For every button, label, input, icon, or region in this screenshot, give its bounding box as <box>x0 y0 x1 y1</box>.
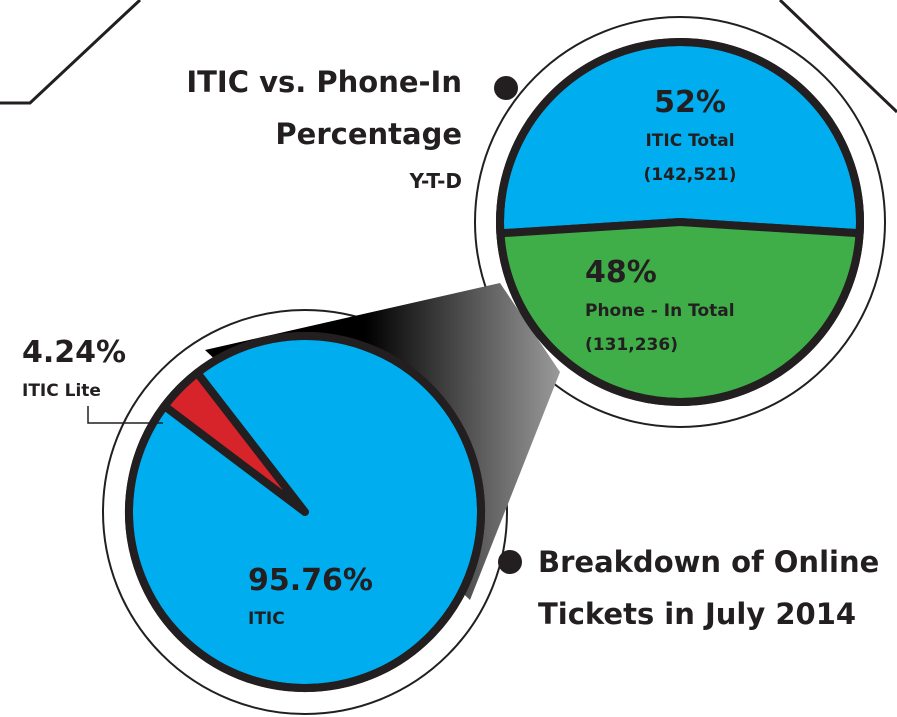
chart-title: ITIC vs. Phone-In Percentage <box>186 65 462 151</box>
category-label: ITIC Total <box>645 131 734 151</box>
bullet <box>498 550 522 574</box>
value-label: 95.76% <box>248 563 373 598</box>
subtitle: Y-T-D <box>408 169 462 193</box>
chart-title: Breakdown of Online Tickets in July 2014 <box>538 545 880 631</box>
category-label: ITIC <box>248 609 285 629</box>
value-label: 48% <box>585 255 657 290</box>
count-label: (142,521) <box>644 165 737 185</box>
pies <box>125 38 864 692</box>
category-label: Phone - In Total <box>585 301 735 321</box>
decor-line <box>778 0 897 114</box>
bullet <box>494 76 518 100</box>
leader-line <box>87 406 163 424</box>
category-label: ITIC Lite <box>22 381 101 401</box>
count-label: (131,236) <box>585 335 678 355</box>
value-label: 4.24% <box>22 335 126 370</box>
decor-line <box>0 0 142 105</box>
pie-outline <box>125 332 485 692</box>
pie-outline <box>496 38 864 406</box>
value-label: 52% <box>654 85 726 120</box>
